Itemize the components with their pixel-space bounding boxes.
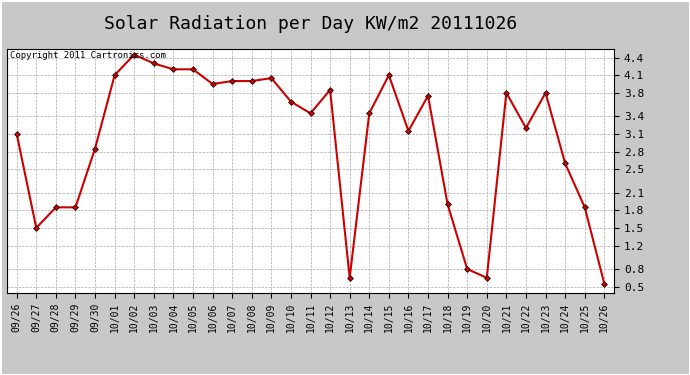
Text: Copyright 2011 Cartronics.com: Copyright 2011 Cartronics.com xyxy=(10,51,166,60)
Text: Solar Radiation per Day KW/m2 20111026: Solar Radiation per Day KW/m2 20111026 xyxy=(104,15,517,33)
